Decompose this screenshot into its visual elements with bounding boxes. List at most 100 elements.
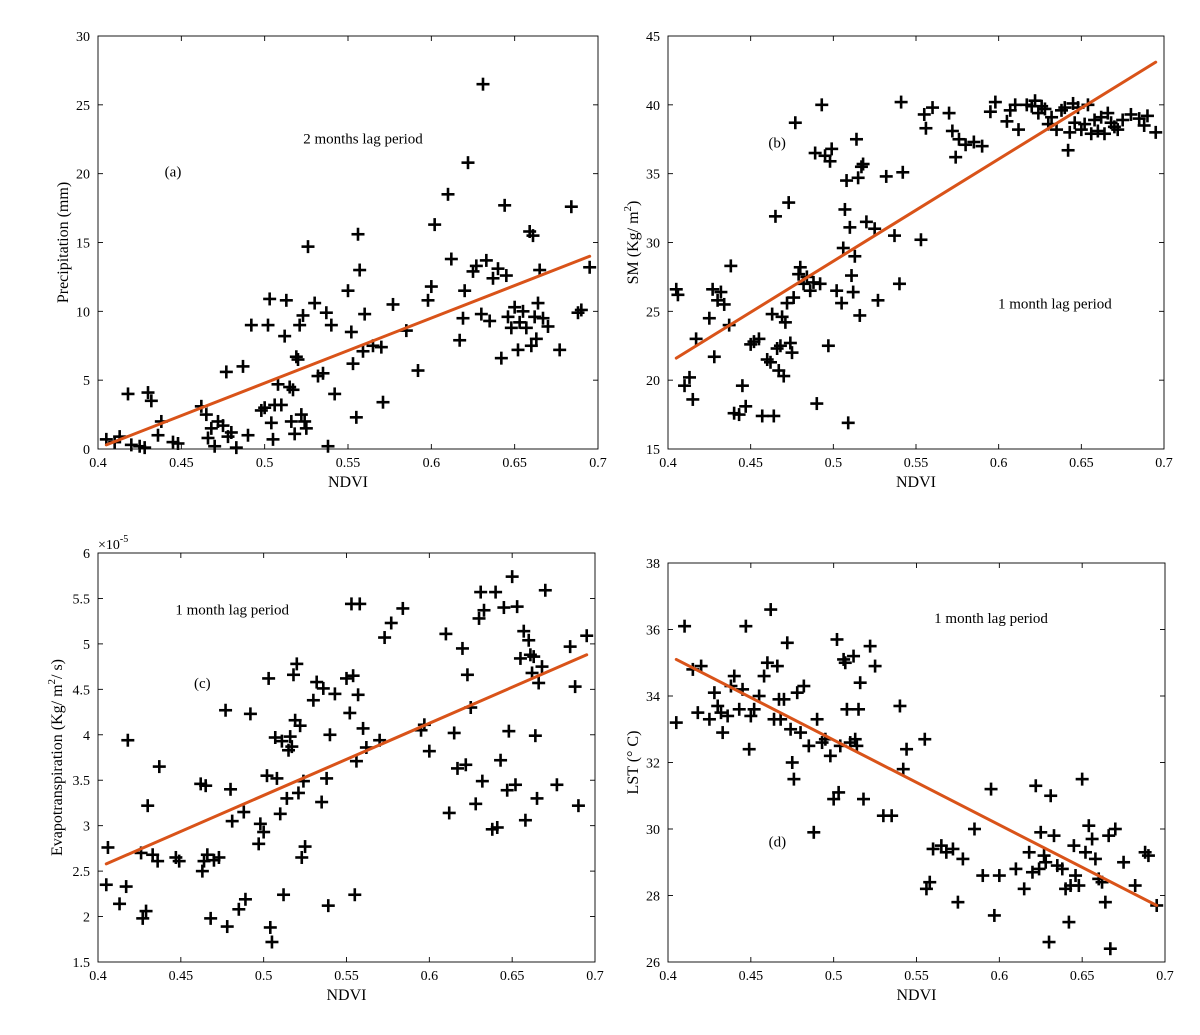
scatter-point: [474, 585, 488, 599]
scatter-point: [258, 401, 272, 415]
scatter-point: [510, 600, 524, 614]
scatter-point: [888, 229, 902, 243]
scatter-point: [815, 98, 829, 112]
scatter-point: [850, 739, 864, 753]
scatter-point: [265, 935, 279, 949]
y-tick-label: 5: [83, 374, 90, 389]
scatter-series: [99, 570, 594, 949]
scatter-point: [744, 709, 758, 723]
y-tick-label: 28: [646, 890, 660, 905]
x-tick-label: 0.55: [904, 969, 929, 984]
scatter-point: [1045, 110, 1059, 124]
scatter-point: [784, 722, 798, 736]
scatter-point: [508, 300, 522, 314]
scatter-point: [524, 339, 538, 353]
scatter-point: [806, 275, 820, 289]
panel-a: 0.4 0.45 0.5 0.55 0.6 0.65 0.7 0 5 10 15 20 25 30 NDVI…: [55, 30, 607, 491]
scatter-point: [232, 902, 246, 916]
x-tick-label: 0.5: [825, 456, 843, 471]
y-tick-label: 25: [646, 305, 660, 320]
scatter-point: [356, 721, 370, 735]
scatter-point: [714, 706, 728, 720]
scatter-point: [840, 702, 854, 716]
scatter-point: [141, 799, 155, 813]
scatter-point: [765, 307, 779, 321]
scatter-point: [266, 432, 280, 446]
y-axis-label: LST (° C): [625, 731, 642, 795]
scatter-point: [707, 350, 721, 364]
scatter-point: [757, 669, 771, 683]
scatter-point: [550, 778, 564, 792]
scatter-point: [498, 198, 512, 212]
scatter-point: [238, 892, 252, 906]
y-tick-label: 6: [83, 547, 90, 562]
scatter-point: [396, 601, 410, 615]
scatter-point: [138, 441, 152, 455]
y-tick-label: 40: [646, 99, 660, 114]
scatter-point: [760, 656, 774, 670]
scatter-point: [121, 387, 135, 401]
scatter-point: [1082, 819, 1096, 833]
scatter-point: [553, 343, 567, 357]
scatter-point: [827, 792, 841, 806]
scatter-point: [320, 771, 334, 785]
scatter-point: [853, 676, 867, 690]
scatter-point: [1141, 849, 1155, 863]
scatter-point: [794, 726, 808, 740]
scatter-point: [386, 297, 400, 311]
scatter-point: [1032, 862, 1046, 876]
scatter-point: [1017, 882, 1031, 896]
x-axis-label: NDVI: [327, 987, 367, 1004]
scatter-point: [747, 702, 761, 716]
scatter-point: [288, 427, 302, 441]
scatter-point: [124, 438, 138, 452]
scatter-point: [285, 740, 299, 754]
scatter-point: [724, 259, 738, 273]
scatter-point: [836, 241, 850, 255]
scatter-point: [580, 629, 594, 643]
scatter-point: [474, 307, 488, 321]
scatter-point: [914, 233, 928, 247]
scatter-point: [219, 365, 233, 379]
scatter-point: [219, 703, 233, 717]
lag-period-annotation: 1 month lag period: [934, 611, 1048, 627]
scatter-point: [952, 132, 966, 146]
scatter-point: [224, 782, 238, 796]
scatter-point: [351, 688, 365, 702]
scatter-point: [739, 619, 753, 633]
scatter-point: [711, 699, 725, 713]
scatter-point: [316, 681, 330, 695]
regression-line: [104, 254, 592, 447]
scatter-point: [121, 733, 135, 747]
scatter-point: [144, 394, 158, 408]
y-axis-label-main: SM (Kg/ m: [625, 211, 642, 284]
scatter-series: [99, 77, 597, 455]
scatter-point: [349, 754, 363, 768]
scatter-point: [428, 218, 442, 232]
scatter-point: [810, 397, 824, 411]
scatter-point: [735, 379, 749, 393]
scatter-point: [711, 293, 725, 307]
scatter-point: [538, 583, 552, 597]
scatter-point: [1050, 123, 1064, 137]
y-tick-label: 36: [646, 624, 660, 639]
y-tick-label: 2.5: [73, 865, 91, 880]
scatter-point: [526, 229, 540, 243]
x-tick-label: 0.55: [904, 456, 929, 471]
y-exponent-power: -5: [120, 534, 128, 545]
scatter-point: [476, 77, 490, 91]
scatter-point: [237, 805, 251, 819]
scatter-point: [988, 95, 1002, 109]
scatter-point: [1117, 855, 1131, 869]
scatter-point: [301, 240, 315, 254]
scatter-point: [583, 260, 597, 274]
scatter-point: [923, 875, 937, 889]
scatter-point: [894, 95, 908, 109]
scatter-point: [1038, 102, 1052, 116]
scatter-point: [691, 706, 705, 720]
scatter-point: [253, 817, 267, 831]
scatter-point: [315, 795, 329, 809]
scatter-point: [469, 259, 483, 273]
regression-line: [674, 657, 1159, 907]
scatter-point: [721, 709, 735, 723]
